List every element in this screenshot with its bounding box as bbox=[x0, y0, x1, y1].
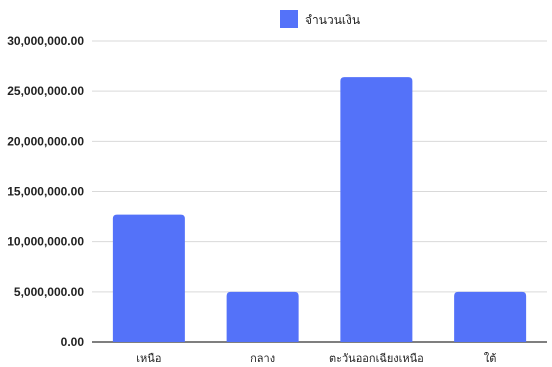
x-category-label: เหนือ bbox=[136, 352, 161, 365]
legend: จำนวนเงิน bbox=[280, 10, 360, 28]
bar bbox=[454, 291, 527, 342]
bar bbox=[340, 77, 413, 343]
y-tick-label: 0.00 bbox=[61, 335, 85, 349]
x-category-label: ใต้ bbox=[484, 352, 497, 365]
y-tick-label: 30,000,000.00 bbox=[7, 34, 84, 48]
legend-swatch bbox=[280, 10, 298, 28]
legend-label: จำนวนเงิน bbox=[305, 13, 360, 27]
x-axis-categories: เหนือ กลาง ตะวันออกเฉียงเหนือ ใต้ bbox=[136, 352, 496, 365]
y-tick-label: 15,000,000.00 bbox=[7, 185, 84, 199]
y-tick-label: 20,000,000.00 bbox=[7, 134, 84, 148]
y-tick-label: 25,000,000.00 bbox=[7, 84, 84, 98]
x-category-label: กลาง bbox=[250, 352, 275, 365]
y-axis-ticks: 0.00 5,000,000.00 10,000,000.00 15,000,000.… bbox=[7, 34, 84, 349]
x-category-label: ตะวันออกเฉียงเหนือ bbox=[329, 352, 424, 365]
bar bbox=[112, 214, 185, 342]
y-tick-label: 5,000,000.00 bbox=[14, 285, 84, 299]
bar bbox=[226, 291, 299, 342]
y-tick-label: 10,000,000.00 bbox=[7, 235, 84, 249]
bars bbox=[112, 77, 527, 343]
